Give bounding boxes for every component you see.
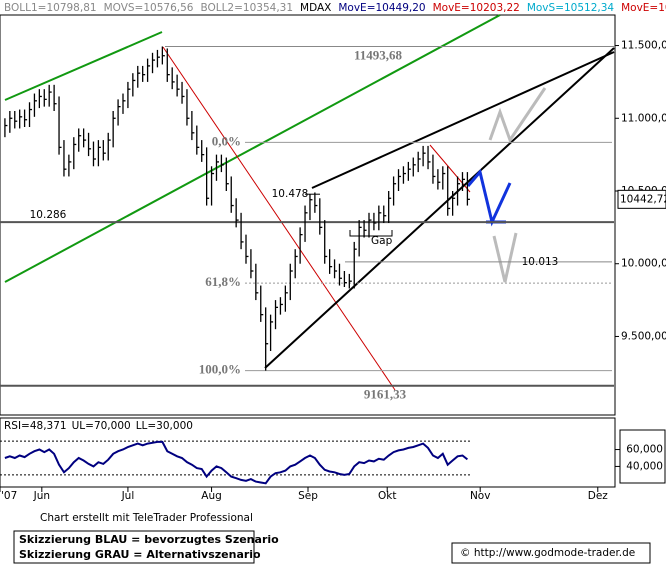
blue-scenario (466, 168, 512, 227)
indicator-label: MovE=10449,20 (338, 2, 425, 14)
rsi-tick-label: 60,000 (626, 444, 663, 456)
price-marker (617, 189, 666, 209)
level-label: 9161,33 (364, 387, 407, 402)
y-tick-label: 11.000,00 (621, 112, 666, 124)
gap-bracket (349, 230, 393, 237)
fib-label: 0,0% (212, 133, 241, 148)
wedge-line (311, 51, 615, 189)
x-tick-label: Dez (588, 490, 609, 502)
footer: Chart erstellt mit TeleTrader Profession… (40, 512, 253, 524)
x-tick-label: Jun (33, 490, 50, 502)
x-tick-label: Nov (470, 490, 491, 502)
indicator-label: BOLL2=10354,31 (200, 2, 293, 14)
fib-label: 100,0% (199, 362, 241, 377)
rsi-frame (0, 417, 616, 488)
copyright: © http://www.godmode-trader.de (460, 547, 635, 559)
level-label: 10.286 (30, 209, 67, 221)
x-tick-label: '07 (1, 490, 17, 502)
plot-frame (0, 14, 616, 416)
y-tick-label: 11.500,00 (621, 40, 666, 52)
trend-channel (4, 31, 163, 101)
indicator-label: MovS=10512,34 (527, 2, 615, 14)
trend-channel (4, 14, 501, 283)
level-label: 10.478 (272, 188, 309, 200)
copyright-box (451, 542, 651, 564)
x-tick-label: Aug (201, 490, 222, 502)
price-marker-label: 10442,72 (620, 193, 666, 205)
note: Skizzierung BLAU = bevorzugtes Szenario (19, 533, 279, 546)
y-tick-label: 9.500,00 (621, 330, 666, 342)
note: Skizzierung GRAU = Alternativszenario (19, 548, 261, 561)
note-box (13, 530, 255, 564)
indicator-label: BOLL1=10798,81 (4, 2, 97, 14)
indicator-label: MovE=10203,22 (621, 2, 666, 14)
rsi-tick-label: 40,000 (626, 460, 663, 472)
trend-line (429, 144, 471, 193)
gap-label: Gap (371, 235, 393, 247)
rsi-axis-box (619, 429, 666, 484)
indicator-label: MOVS=10576,56 (104, 2, 194, 14)
indicator-label: MovE=10203,22 (433, 2, 520, 14)
rsi-line (4, 440, 469, 485)
level-label: 11493,68 (354, 47, 403, 62)
trend-line (162, 46, 396, 391)
x-tick-label: Sep (298, 490, 318, 502)
y-tick-label: 10.000,00 (621, 258, 666, 270)
rsi-label: LL=30,000 (136, 420, 193, 432)
level-label: 10.013 (522, 256, 559, 268)
x-tick-label: Jul (121, 490, 135, 502)
grey-scenario (488, 87, 547, 144)
indicator-label: MDAX (300, 2, 331, 14)
fib-label: 61,8% (205, 274, 241, 289)
rsi-label: UL=70,000 (72, 420, 131, 432)
wedge-line (264, 47, 615, 369)
x-tick-label: Okt (378, 490, 396, 502)
grey-scenario (492, 232, 518, 283)
rsi-label: RSI=48,371 (4, 420, 67, 432)
